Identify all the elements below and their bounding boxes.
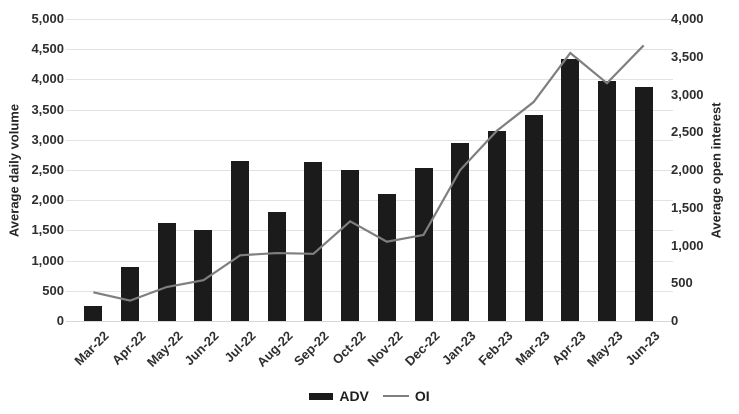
- left-axis-tick-label: 3,000: [31, 131, 64, 147]
- bar-sep-22: [304, 161, 323, 321]
- left-axis-tick-label: 1,500: [31, 222, 64, 238]
- gridline: [66, 79, 673, 81]
- right-axis-tick-label: 2,500: [671, 124, 704, 140]
- left-axis-tick-label: 4,000: [31, 71, 64, 87]
- oi-line-swatch-icon: [382, 394, 409, 398]
- gridline: [66, 49, 673, 51]
- right-axis-tick-label: 3,500: [671, 48, 704, 64]
- bar-apr-23: [561, 59, 580, 321]
- bar-nov-22: [377, 193, 396, 321]
- bar-mar-22: [84, 305, 103, 321]
- bar-jan-23: [451, 142, 470, 321]
- gridline: [66, 109, 673, 111]
- bar-dec-22: [414, 168, 433, 321]
- gridline: [66, 290, 673, 292]
- left-axis-tick-label: 500: [42, 282, 64, 298]
- right-axis-tick-label: 1,000: [671, 237, 704, 253]
- left-axis-tick-label: 2,000: [31, 192, 64, 208]
- bar-may-22: [157, 223, 176, 321]
- adv-bar-swatch-icon: [309, 392, 334, 400]
- right-axis-tick-label: 3,000: [671, 86, 704, 102]
- gridline: [66, 200, 673, 202]
- bar-may-23: [597, 80, 616, 321]
- gridline: [66, 260, 673, 262]
- right-axis-tick-label: 500: [671, 275, 693, 291]
- right-axis-title: Average open interest: [708, 102, 724, 239]
- bar-mar-23: [524, 115, 543, 321]
- right-axis-tick-label: 4,000: [671, 11, 704, 26]
- bar-jul-22: [231, 160, 250, 321]
- gridline: [66, 19, 673, 20]
- bar-oct-22: [341, 170, 360, 321]
- left-axis-tick-label: 3,500: [31, 101, 64, 117]
- left-axis-tick-label: 5,000: [31, 11, 64, 26]
- legend-item-adv: ADV: [309, 388, 369, 404]
- bar-jun-23: [634, 87, 653, 321]
- right-axis-tick-label: 2,000: [671, 162, 704, 177]
- right-axis-tick-label: 0: [671, 313, 679, 328]
- gridline: [66, 321, 673, 322]
- bar-feb-23: [487, 130, 506, 321]
- left-axis-tick-label: 4,500: [31, 41, 64, 57]
- gridline: [66, 139, 673, 141]
- left-axis-tick-label: 2,500: [31, 162, 64, 177]
- bar-apr-22: [121, 266, 140, 321]
- oi-line-path: [93, 44, 645, 302]
- bar-jun-22: [194, 230, 213, 321]
- legend-item-oi: OI: [382, 388, 430, 404]
- legend-label-adv: ADV: [339, 388, 369, 404]
- gridline: [66, 170, 673, 171]
- legend: ADV OI: [0, 388, 739, 404]
- line-series-oi: [93, 44, 645, 302]
- legend-label-oi: OI: [414, 388, 430, 404]
- left-axis-title: Average daily volume: [6, 103, 22, 238]
- right-axis-tick-label: 1,500: [671, 199, 704, 215]
- left-axis-tick-label: 0: [56, 313, 64, 328]
- bar-aug-22: [267, 211, 286, 321]
- left-axis-tick-label: 1,000: [31, 252, 64, 268]
